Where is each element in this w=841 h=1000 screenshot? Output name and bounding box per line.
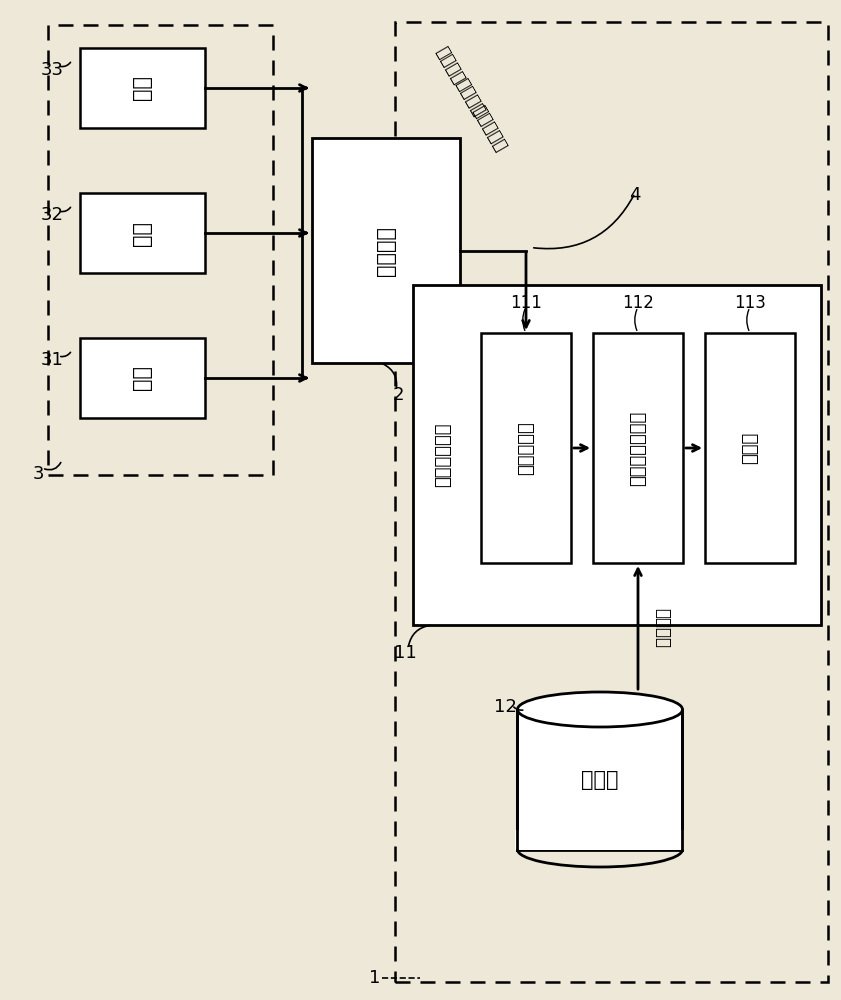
Text: 33: 33 [40,61,64,79]
Bar [80,193,205,273]
Text: 工艺值信息: 工艺值信息 [470,103,510,155]
Text: 12: 12 [494,698,516,716]
Text: 显示部: 显示部 [741,432,759,464]
Text: 31: 31 [40,351,63,369]
Text: 32: 32 [40,206,64,224]
Bar [593,333,683,563]
Ellipse shape [517,692,683,727]
Text: 设备: 设备 [133,221,152,245]
Text: 支持信息: 支持信息 [653,607,671,648]
Text: 4: 4 [629,186,641,204]
Bar [80,338,205,418]
Text: 113: 113 [734,294,766,312]
Text: 11: 11 [394,644,416,662]
Text: 支持信息附加部: 支持信息附加部 [629,410,647,486]
Bar [80,48,205,128]
Text: 1: 1 [369,969,381,987]
Bar [413,285,821,625]
Text: 数据库: 数据库 [581,770,619,790]
Text: 事件信息: 事件信息 [452,75,488,119]
Bar [516,830,685,850]
Text: 警报信息: 警报信息 [432,43,468,87]
Text: 3: 3 [32,465,44,483]
Bar [395,22,828,982]
Text: 111: 111 [510,294,542,312]
Text: 设备: 设备 [133,76,152,101]
Text: 控制装置: 控制装置 [376,226,396,275]
Text: 信息取得部: 信息取得部 [517,421,535,475]
Bar [517,710,683,850]
Text: 警报显示装置: 警报显示装置 [434,423,452,487]
Bar [48,25,273,475]
Bar [705,333,795,563]
Bar [481,333,571,563]
Text: 2: 2 [392,386,404,404]
Text: 设备: 设备 [133,365,152,390]
Text: 112: 112 [622,294,654,312]
Bar [312,138,460,363]
